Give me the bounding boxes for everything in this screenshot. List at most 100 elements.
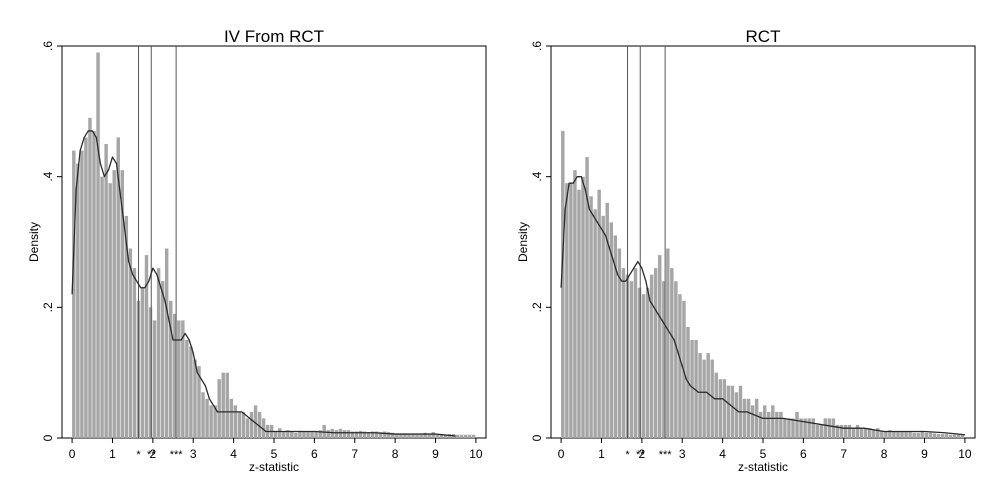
significance-star-label: * xyxy=(625,449,630,461)
histogram-bars xyxy=(72,52,476,439)
x-tick-label: 1 xyxy=(598,447,605,461)
histogram-bar xyxy=(734,392,739,438)
histogram-bar xyxy=(662,281,666,438)
histogram-bar xyxy=(132,268,137,438)
histogram-bar xyxy=(423,432,427,438)
density-curve xyxy=(560,176,965,436)
histogram-bar xyxy=(419,434,423,438)
histogram-bar xyxy=(411,434,415,438)
histogram-bar xyxy=(593,209,597,438)
histogram-bar xyxy=(746,398,751,438)
histogram-bar xyxy=(722,379,727,438)
histogram-bar xyxy=(896,431,900,438)
histogram-bar xyxy=(940,434,945,438)
x-tick-label: 9 xyxy=(921,447,928,461)
histogram-bar xyxy=(112,170,116,438)
histogram-bar xyxy=(653,268,658,438)
histogram-bar xyxy=(585,157,589,438)
histogram-bar xyxy=(431,432,435,438)
histogram-bar xyxy=(666,248,670,438)
histogram-bar xyxy=(855,424,860,438)
histogram-bar xyxy=(609,222,613,438)
histogram-bar xyxy=(148,307,153,438)
y-axis-label: Density xyxy=(27,222,41,262)
histogram-bar xyxy=(783,418,787,438)
y-tick-label: .4 xyxy=(41,171,55,181)
y-tick-label: .6 xyxy=(41,41,55,51)
histogram-bar xyxy=(120,170,124,438)
histogram-bar xyxy=(851,428,856,438)
histogram-bar xyxy=(459,434,464,438)
histogram-bar xyxy=(314,430,318,438)
histogram-bar xyxy=(391,432,395,438)
histogram-bar xyxy=(140,287,145,438)
histogram-bar xyxy=(605,202,609,438)
histogram-bar xyxy=(702,359,706,438)
histogram-bar xyxy=(181,320,185,438)
histogram-bar xyxy=(775,411,779,438)
x-tick-label: 3 xyxy=(190,447,197,461)
histogram-bar xyxy=(399,434,403,438)
x-axis-label: z-statistic xyxy=(738,460,788,474)
histogram-bar xyxy=(859,428,864,438)
histogram-bar xyxy=(872,430,876,438)
histogram-bar xyxy=(366,432,371,438)
histogram-bar xyxy=(249,411,254,438)
histogram-bar xyxy=(803,418,807,438)
histogram-bar xyxy=(601,215,605,438)
histogram-bar xyxy=(403,433,407,438)
histogram-bar xyxy=(944,434,949,438)
histogram-bar xyxy=(104,144,108,438)
histogram-bar xyxy=(261,418,266,438)
histogram-bar xyxy=(233,405,238,438)
histogram-bar xyxy=(245,418,250,438)
x-tick-label: 3 xyxy=(679,447,686,461)
x-tick-label: 4 xyxy=(719,447,726,461)
x-tick-label: 4 xyxy=(230,447,237,461)
histogram-bar xyxy=(763,405,767,438)
y-axis-label: Density xyxy=(516,222,530,262)
histogram-bar xyxy=(565,183,569,438)
histogram-bar xyxy=(924,432,928,438)
histogram-bar xyxy=(952,434,957,438)
histogram-bar xyxy=(694,340,698,438)
histogram-bar xyxy=(286,430,290,438)
histogram-bar xyxy=(124,215,129,438)
histogram-bar xyxy=(912,432,916,438)
histogram-bar xyxy=(847,424,852,438)
histogram-bar xyxy=(383,431,387,438)
histogram-bar xyxy=(338,428,343,438)
density-curve xyxy=(71,130,456,437)
histogram-bar xyxy=(354,431,359,438)
histogram-bar xyxy=(80,150,84,438)
histogram-bar xyxy=(395,433,399,438)
histogram-bar xyxy=(334,430,339,438)
histogram-bar xyxy=(645,287,650,438)
x-tick-label: 2 xyxy=(639,447,646,461)
histogram-bar xyxy=(173,313,177,438)
histogram-bar xyxy=(350,431,355,438)
histogram-bar xyxy=(463,434,468,438)
x-tick-label: 7 xyxy=(351,447,358,461)
histogram-bar xyxy=(569,183,573,438)
histogram-bar xyxy=(128,248,133,438)
histogram-bar xyxy=(573,170,577,438)
histogram-bar xyxy=(213,405,217,438)
histogram-bar xyxy=(92,130,96,438)
histogram-bar xyxy=(698,353,702,438)
histogram-bar xyxy=(72,150,76,438)
histogram-bar xyxy=(225,372,229,438)
histogram-bar xyxy=(205,398,209,438)
histogram-bar xyxy=(714,372,718,438)
y-tick-label: .2 xyxy=(530,302,544,312)
x-tick-label: 6 xyxy=(800,447,807,461)
histogram-bar xyxy=(839,424,844,438)
histogram-bar xyxy=(880,431,884,438)
histogram-bar xyxy=(884,431,888,438)
histogram-bar xyxy=(467,434,472,438)
histogram-bar xyxy=(811,418,815,438)
histogram-bar xyxy=(771,405,775,438)
histogram-bar xyxy=(928,432,932,438)
histogram-bar xyxy=(581,176,585,439)
histogram-bar xyxy=(342,430,347,438)
